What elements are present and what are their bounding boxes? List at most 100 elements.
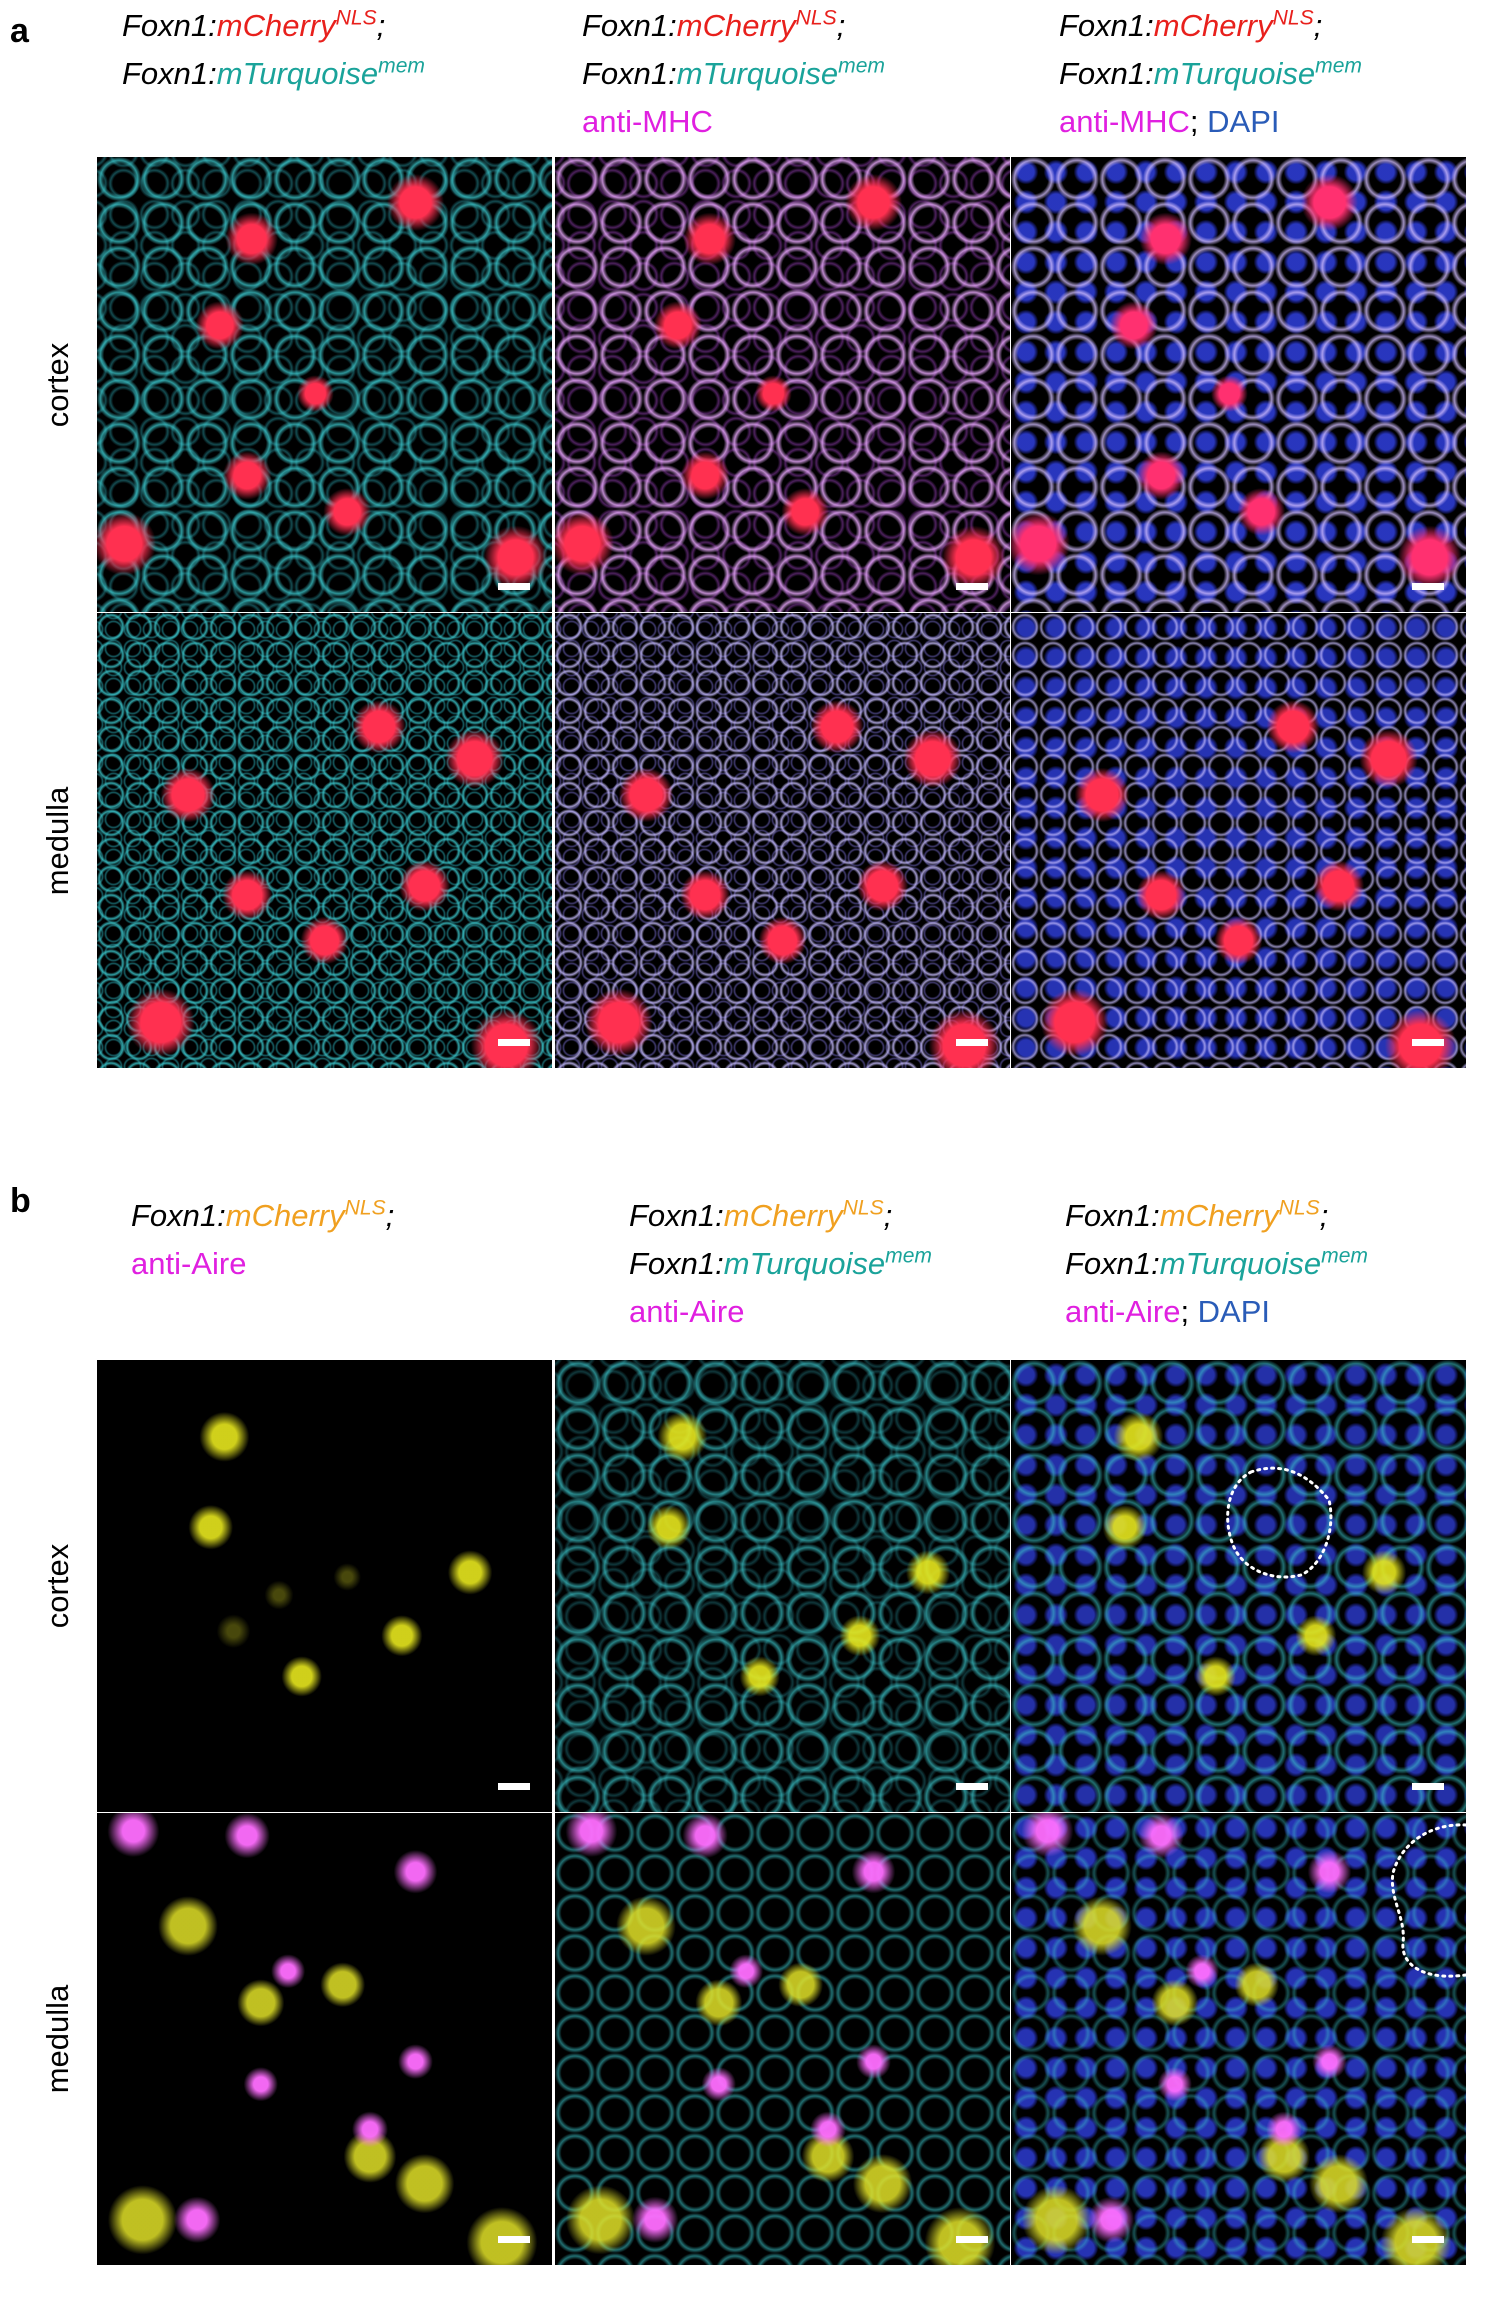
scale-bar xyxy=(956,583,988,590)
micrograph xyxy=(97,1360,552,1812)
header-text: DAPI xyxy=(1207,104,1280,139)
header-text: mCherry xyxy=(723,1198,843,1233)
header-text: ; xyxy=(1313,8,1323,43)
header-text: anti-MHC xyxy=(1059,104,1190,139)
header-text: mem xyxy=(1321,1244,1368,1268)
header-text: mCherry xyxy=(676,8,796,43)
panel-label: a xyxy=(10,12,29,50)
scale-bar xyxy=(1412,2236,1444,2243)
header-text: ; xyxy=(836,8,846,43)
micrograph xyxy=(555,613,1010,1068)
header-text: DAPI xyxy=(1197,1294,1271,1329)
header-text: mem xyxy=(378,54,425,78)
header-text: NLS xyxy=(344,1196,386,1220)
scale-bar xyxy=(956,1783,988,1790)
header-text: ; xyxy=(385,1198,395,1233)
header-line: Foxn1:mCherryNLS; xyxy=(629,1192,932,1240)
scale-bar xyxy=(1412,1039,1444,1046)
micrograph xyxy=(1011,1360,1466,1812)
header-text: Foxn1: xyxy=(1059,56,1154,91)
header-line: anti-MHC; DAPI xyxy=(1059,98,1362,146)
header-text: Foxn1: xyxy=(1065,1246,1160,1281)
header-line: Foxn1:mCherryNLS; xyxy=(582,2,885,50)
header-text: mTurquoise xyxy=(723,1246,886,1281)
header-text: mCherry xyxy=(225,1198,345,1233)
row-label: medulla xyxy=(40,1984,75,2094)
header-text: anti-Aire xyxy=(1065,1294,1181,1329)
micrograph xyxy=(97,613,552,1068)
header-line: Foxn1:mTurquoisemem xyxy=(1065,1240,1368,1288)
header-text: NLS xyxy=(842,1196,884,1220)
header-text: mCherry xyxy=(1153,8,1273,43)
micrograph xyxy=(1011,1813,1466,2265)
outline xyxy=(1390,1823,1466,1978)
header-text: mTurquoise xyxy=(216,56,379,91)
header-text: ; xyxy=(883,1198,893,1233)
outline xyxy=(1226,1466,1333,1579)
micrograph xyxy=(97,157,552,612)
column-header: Foxn1:mCherryNLS; Foxn1:mTurquoisemem xyxy=(122,2,425,98)
scale-bar xyxy=(1412,1783,1444,1790)
header-text: Foxn1: xyxy=(122,56,217,91)
header-text: Foxn1: xyxy=(629,1198,724,1233)
header-text: Foxn1: xyxy=(1065,1198,1160,1233)
header-text: NLS xyxy=(1278,1196,1320,1220)
scale-bar xyxy=(498,583,530,590)
panel-label: b xyxy=(10,1182,31,1220)
header-text: NLS xyxy=(335,6,377,30)
header-line: Foxn1:mCherryNLS; xyxy=(1059,2,1362,50)
scale-bar xyxy=(956,2236,988,2243)
header-line: Foxn1:mCherryNLS; xyxy=(131,1192,394,1240)
column-header: Foxn1:mCherryNLS; Foxn1:mTurquoisemem anti… xyxy=(582,2,885,146)
scale-bar xyxy=(498,1039,530,1046)
row-label: cortex xyxy=(40,1543,75,1629)
micrograph xyxy=(555,157,1010,612)
header-text: Foxn1: xyxy=(122,8,217,43)
column-header: Foxn1:mCherryNLS; Foxn1:mTurquoisemem anti… xyxy=(1065,1192,1368,1336)
header-line: anti-Aire xyxy=(131,1240,394,1288)
header-text: Foxn1: xyxy=(629,1246,724,1281)
header-line: Foxn1:mCherryNLS; xyxy=(122,2,425,50)
header-line: Foxn1:mTurquoisemem xyxy=(629,1240,932,1288)
header-line: Foxn1:mTurquoisemem xyxy=(582,50,885,98)
dotted-outline xyxy=(1390,1823,1466,1978)
header-text: NLS xyxy=(795,6,837,30)
row-label: cortex xyxy=(40,342,75,427)
header-text: ; xyxy=(1189,104,1208,139)
header-text: ; xyxy=(1180,1294,1198,1329)
header-text: mem xyxy=(838,54,885,78)
header-text: mTurquoise xyxy=(676,56,839,91)
micrograph xyxy=(1011,157,1466,612)
header-text: anti-Aire xyxy=(131,1246,247,1281)
header-text: mTurquoise xyxy=(1153,56,1316,91)
column-header: Foxn1:mCherryNLS; Foxn1:mTurquoisemem anti… xyxy=(629,1192,932,1336)
column-header: Foxn1:mCherryNLS; anti-Aire xyxy=(131,1192,394,1288)
header-text: mCherry xyxy=(216,8,336,43)
header-text: NLS xyxy=(1272,6,1314,30)
scale-bar xyxy=(498,2236,530,2243)
row-label: medulla xyxy=(40,786,75,895)
header-text: mem xyxy=(1315,54,1362,78)
header-line: Foxn1:mTurquoisemem xyxy=(122,50,425,98)
scale-bar xyxy=(1412,583,1444,590)
micrograph xyxy=(1011,613,1466,1068)
header-text: mem xyxy=(885,1244,932,1268)
header-text: mCherry xyxy=(1159,1198,1279,1233)
micrograph xyxy=(555,1360,1010,1812)
header-text: mTurquoise xyxy=(1159,1246,1322,1281)
header-line: Foxn1:mCherryNLS; xyxy=(1065,1192,1368,1240)
header-text: Foxn1: xyxy=(1059,8,1154,43)
dotted-outline xyxy=(1226,1466,1333,1579)
header-text: anti-MHC xyxy=(582,104,713,139)
micrograph xyxy=(97,1813,552,2265)
header-line: Foxn1:mTurquoisemem xyxy=(1059,50,1362,98)
column-header: Foxn1:mCherryNLS; Foxn1:mTurquoisemem anti… xyxy=(1059,2,1362,146)
header-line: anti-MHC xyxy=(582,98,885,146)
header-line: anti-Aire xyxy=(629,1288,932,1336)
header-text: Foxn1: xyxy=(131,1198,226,1233)
micrograph xyxy=(555,1813,1010,2265)
scale-bar xyxy=(498,1783,530,1790)
header-line: anti-Aire; DAPI xyxy=(1065,1288,1368,1336)
header-text: Foxn1: xyxy=(582,56,677,91)
